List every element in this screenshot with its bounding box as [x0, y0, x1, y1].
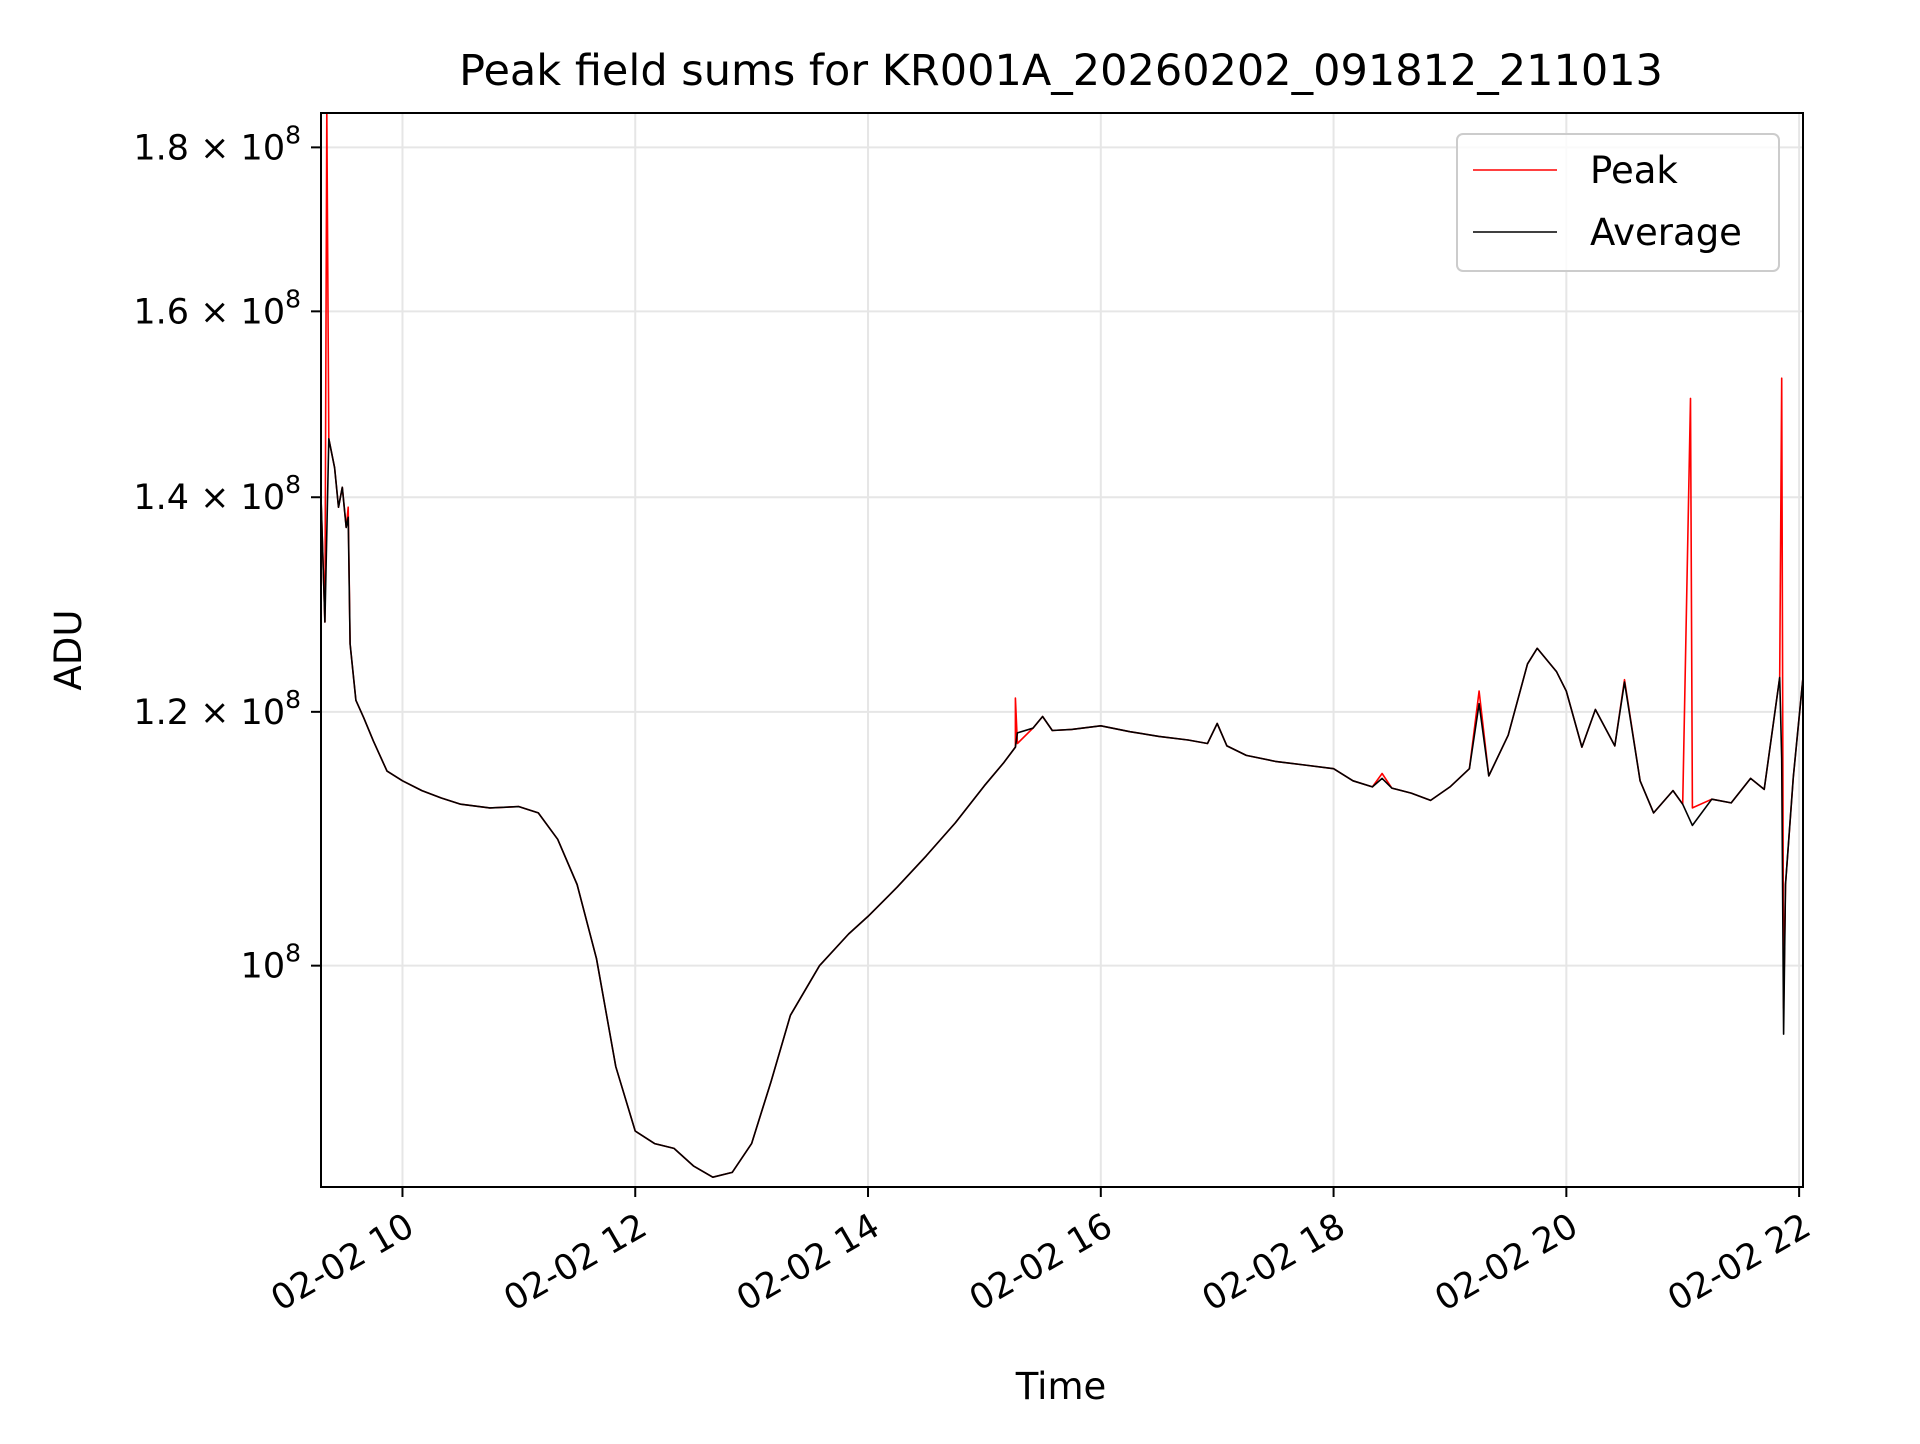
- legend-label-average: Average: [1590, 211, 1742, 254]
- legend-box: [1456, 133, 1780, 272]
- axes-frame: [320, 112, 1804, 1188]
- legend: Peak Average: [1456, 133, 1780, 272]
- plot-lines: [321, 113, 1803, 1178]
- chart-title: Peak field sums for KR001A_20260202_0918…: [459, 46, 1663, 96]
- y-tick-label: 1.4 × 108: [133, 470, 301, 518]
- y-tick-label: 1.2 × 108: [133, 685, 301, 733]
- series-line-average: [321, 438, 1803, 1178]
- y-axis-label: ADU: [47, 610, 90, 691]
- grid: [321, 113, 1803, 1187]
- y-tick-label: 1.6 × 108: [133, 284, 301, 332]
- y-tick-label: 108: [241, 939, 301, 987]
- y-tick-label: 1.8 × 108: [133, 120, 301, 168]
- legend-label-peak: Peak: [1590, 149, 1678, 192]
- x-axis-label: Time: [1015, 1365, 1107, 1408]
